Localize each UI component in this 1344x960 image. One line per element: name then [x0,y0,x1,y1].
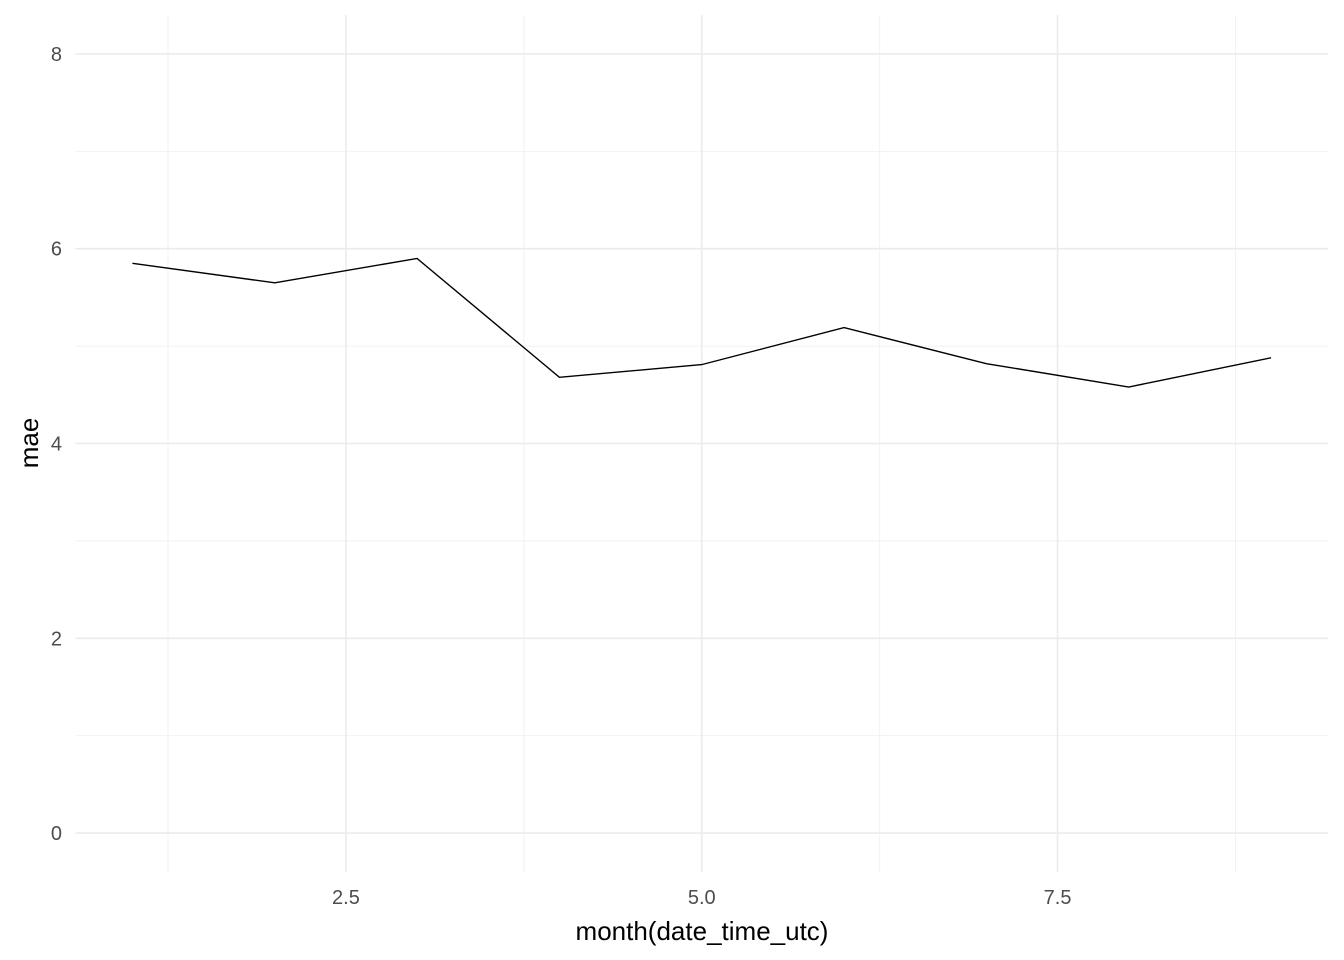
x-tick-labels: 2.5 5.0 7.5 [332,887,1071,909]
x-axis-title: month(date_time_utc) [576,916,829,946]
y-tick-labels: 0 2 4 6 8 [51,44,62,845]
x-tick-label: 5.0 [688,887,716,909]
y-tick-label: 6 [51,239,62,261]
series-line [132,257,1272,388]
y-tick-label: 4 [51,434,62,456]
grid [75,15,1328,872]
y-tick-label: 8 [51,44,62,66]
x-tick-label: 2.5 [332,887,360,909]
y-tick-label: 2 [51,628,62,650]
y-tick-label: 0 [51,823,62,845]
x-tick-label: 7.5 [1044,887,1072,909]
y-axis-title: mae [14,418,44,469]
